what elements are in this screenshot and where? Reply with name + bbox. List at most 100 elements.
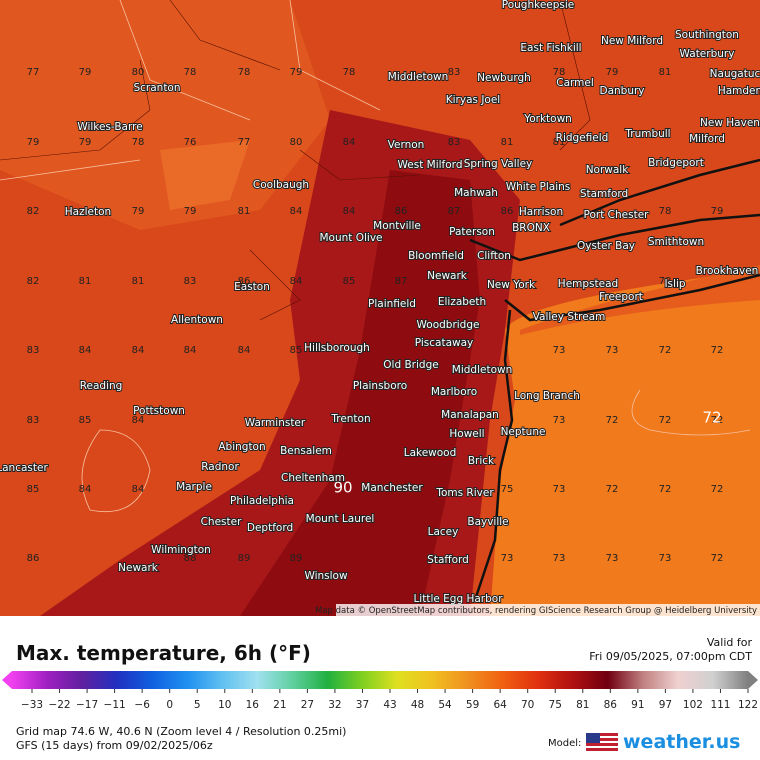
- scale-tick-label: 0: [166, 699, 173, 711]
- scale-tick-label: 16: [246, 699, 260, 711]
- scale-tick-label: −11: [104, 699, 126, 711]
- cool-patch: [160, 140, 250, 210]
- scale-tick-label: 48: [411, 699, 424, 711]
- city-label: Allentown: [171, 314, 223, 326]
- grid-value: 84: [132, 484, 145, 495]
- grid-value: 84: [79, 484, 92, 495]
- grid-value: 79: [290, 67, 303, 78]
- grid-value: 73: [606, 553, 619, 564]
- city-labels: Poughkeepsie New Milford Southington East F…: [0, 0, 760, 606]
- city-label: Vernon: [388, 139, 425, 151]
- city-label: Montville: [373, 220, 421, 232]
- city-label: Easton: [234, 281, 270, 293]
- grid-value: 84: [79, 345, 92, 356]
- grid-value: 78: [132, 137, 145, 148]
- grid-value: 72: [711, 484, 724, 495]
- scale-tick-label: 91: [631, 699, 644, 711]
- city-label: Newark: [118, 562, 159, 574]
- grid-value: 82: [27, 276, 40, 287]
- city-label: Naugatuck: [710, 68, 760, 80]
- isotherms: [0, 0, 751, 512]
- grid-value: 78: [184, 67, 197, 78]
- grid-value: 86: [27, 553, 40, 564]
- grid-value: 77: [27, 67, 40, 78]
- city-label: Kiryas Joel: [446, 94, 500, 106]
- scale-tick-label: 10: [218, 699, 231, 711]
- city-label: Trumbull: [624, 128, 670, 140]
- ocean: [490, 270, 760, 616]
- city-label: Cheltenham: [281, 472, 345, 484]
- city-label: Philadelphia: [230, 495, 294, 507]
- city-label: Neptune: [501, 426, 546, 438]
- city-label: Freeport: [599, 291, 643, 303]
- city-label: Howell: [449, 428, 484, 440]
- scale-tick-label: 32: [328, 699, 341, 711]
- city-label: Harrison: [519, 206, 563, 218]
- scale-tick-label: 81: [576, 699, 589, 711]
- scale-tick-label: 70: [521, 699, 534, 711]
- city-label: Hillsborough: [304, 342, 370, 354]
- city-label: Stamford: [580, 188, 628, 200]
- grid-value: 85: [290, 345, 303, 356]
- city-label: BRONX: [512, 222, 550, 234]
- city-label: Reading: [80, 380, 123, 392]
- grid-value: 78: [659, 206, 672, 217]
- grid-value: 84: [290, 276, 303, 287]
- grid-value: 85: [27, 484, 40, 495]
- city-label: Wilmington: [151, 544, 211, 556]
- city-label: Southington: [675, 29, 739, 41]
- city-label: Mahwah: [454, 187, 498, 199]
- grid-value: 72: [659, 415, 672, 426]
- attribution: Map data © OpenStreetMap contributors, r…: [315, 606, 757, 616]
- city-label: Hamden: [718, 85, 760, 97]
- city-label: East Fishkill: [520, 42, 581, 54]
- grid-value: 72: [659, 484, 672, 495]
- highlight-value: 90: [333, 479, 352, 497]
- city-label: Spring Valley: [464, 158, 533, 170]
- grid-value: 87: [395, 276, 408, 287]
- scale-tick-label: −6: [134, 699, 150, 711]
- city-label: Deptford: [247, 522, 293, 534]
- grid-value: 80: [290, 137, 303, 148]
- city-label: Bayville: [467, 516, 508, 528]
- grid-value: 80: [132, 67, 145, 78]
- grid-value: 84: [343, 137, 356, 148]
- grid-value: 72: [659, 345, 672, 356]
- city-label: Newburgh: [477, 72, 531, 84]
- city-label: Middletown: [452, 364, 512, 376]
- city-label: Lacey: [428, 526, 459, 538]
- flag-icon: [586, 733, 618, 751]
- city-label: Marple: [176, 481, 212, 493]
- grid-value: 79: [27, 137, 40, 148]
- grid-value: 84: [290, 206, 303, 217]
- city-label: Stafford: [427, 554, 469, 566]
- grid-value: 72: [711, 553, 724, 564]
- city-label: Abington: [218, 441, 265, 453]
- city-label: Pottstown: [133, 405, 185, 417]
- grid-value: 84: [238, 345, 251, 356]
- city-label: Lancaster: [0, 462, 48, 474]
- grid-value: 81: [659, 67, 672, 78]
- city-label: Norwalk: [586, 164, 630, 176]
- grid-value: 86: [395, 206, 408, 217]
- grid-value: 73: [501, 553, 514, 564]
- grid-value: 81: [132, 276, 145, 287]
- scale-tick-label: 5: [194, 699, 201, 711]
- grid-value: 75: [501, 484, 514, 495]
- city-label: Carmel: [556, 77, 594, 89]
- city-label: Woodbridge: [417, 319, 480, 331]
- grid-value: 72: [606, 415, 619, 426]
- city-label: Wilkes-Barre: [77, 121, 142, 133]
- city-label: Smithtown: [648, 236, 704, 248]
- grid-value: 73: [553, 415, 566, 426]
- city-label: New Milford: [601, 35, 663, 47]
- grid-value: 82: [27, 206, 40, 217]
- city-label: Port Chester: [584, 209, 650, 221]
- grid-value: 81: [79, 276, 92, 287]
- grid-value: 83: [448, 137, 461, 148]
- grid-value: 76: [184, 137, 197, 148]
- scale-tick-label: 21: [273, 699, 286, 711]
- grid-value: 89: [290, 553, 303, 564]
- highlight-value: 72: [702, 409, 721, 427]
- city-label: Winslow: [304, 570, 348, 582]
